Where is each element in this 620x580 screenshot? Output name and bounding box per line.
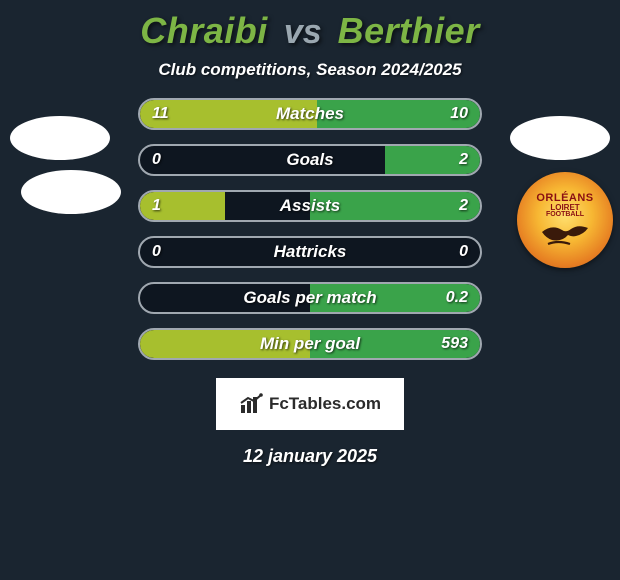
crest-line3: FOOTBALL (546, 211, 584, 218)
stat-value-right: 2 (459, 197, 468, 215)
stat-bar: 0 Hattricks 0 (138, 236, 482, 268)
stat-value-left: 0 (152, 243, 161, 261)
player1-name: Chraibi (140, 10, 268, 51)
stat-value-left: 11 (152, 105, 169, 123)
date-text: 12 january 2025 (0, 446, 620, 467)
stat-label: Hattricks (274, 242, 347, 262)
stat-label: Assists (280, 196, 340, 216)
stat-label: Goals (286, 150, 333, 170)
subtitle: Club competitions, Season 2024/2025 (0, 60, 620, 80)
stat-label: Goals per match (243, 288, 376, 308)
stat-value-right: 10 (450, 105, 468, 123)
player1-avatar-placeholder-2 (21, 170, 121, 214)
stat-value-right: 0.2 (446, 289, 468, 307)
stat-bar: Goals per match 0.2 (138, 282, 482, 314)
stat-value-left: 0 (152, 151, 161, 169)
stat-value-right: 593 (441, 335, 468, 353)
player1-avatar-placeholder-1 (10, 116, 110, 160)
brand-box: FcTables.com (216, 378, 404, 430)
stat-bar: 1 Assists 2 (138, 190, 482, 222)
player2-name: Berthier (338, 10, 480, 51)
page-title: Chraibi vs Berthier (0, 0, 620, 52)
stat-value-left: 1 (152, 197, 161, 215)
brand-text: FcTables.com (269, 394, 381, 414)
stat-bar: 0 Goals 2 (138, 144, 482, 176)
player2-avatar-placeholder (510, 116, 610, 160)
stat-label: Matches (276, 104, 344, 124)
title-vs: vs (284, 13, 322, 51)
brand-chart-icon (239, 393, 265, 415)
stat-value-right: 2 (459, 151, 468, 169)
stat-bar: 11 Matches 10 (138, 98, 482, 130)
club-crest: ORLÉANS LOIRET FOOTBALL (517, 172, 613, 268)
crest-wasp-icon (538, 222, 592, 248)
stat-label: Min per goal (260, 334, 360, 354)
stat-value-right: 0 (459, 243, 468, 261)
stat-bar: Min per goal 593 (138, 328, 482, 360)
